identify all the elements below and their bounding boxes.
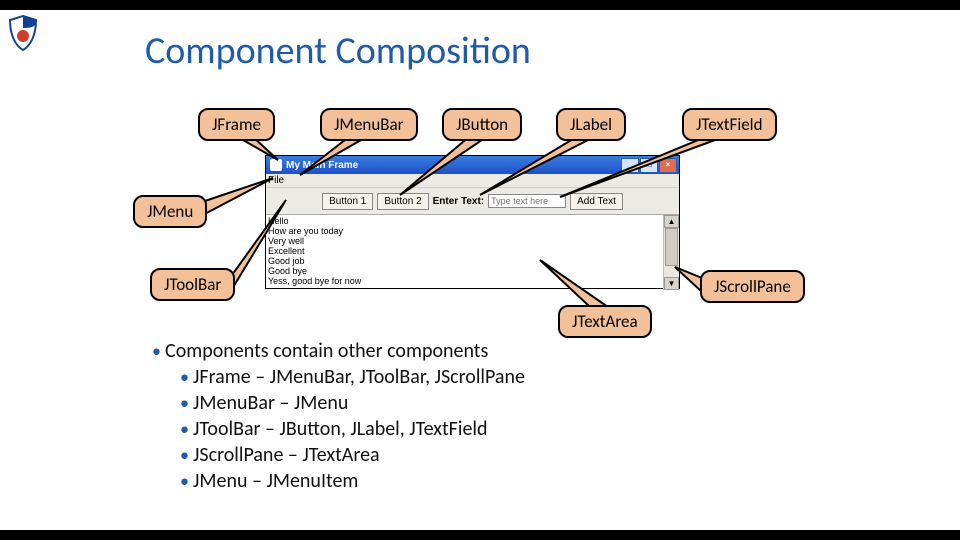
callout-jtoolbar: JToolBar: [150, 268, 235, 301]
window-titlebar: My Main Frame _ □ ×: [266, 156, 679, 174]
bottom-black-bar: [0, 530, 960, 540]
callout-jlabel: JLabel: [556, 108, 626, 141]
page-title: Component Composition: [145, 28, 531, 74]
scroll-thumb[interactable]: [665, 228, 678, 266]
bullet-item: JToolBar – JButton, JLabel, JTextField: [180, 416, 525, 442]
button-1[interactable]: Button 1: [322, 193, 373, 210]
toolbar: Button 1 Button 2 Enter Text: Add Text: [266, 188, 679, 215]
callout-jscrollpane: JScrollPane: [700, 270, 805, 303]
scrollpane: Hello How are you today Very well Excell…: [266, 215, 679, 290]
shield-logo-icon: [6, 14, 40, 52]
window-title-text: My Main Frame: [286, 160, 358, 171]
window-controls: _ □ ×: [621, 158, 677, 173]
top-black-bar: [0, 0, 960, 10]
bullet-list: Components contain other components JFra…: [152, 338, 525, 494]
callout-jbutton: JButton: [442, 108, 522, 141]
textarea[interactable]: Hello How are you today Very well Excell…: [266, 215, 663, 290]
callout-jmenubar: JMenuBar: [320, 108, 418, 141]
scroll-up-icon[interactable]: ▲: [664, 215, 679, 228]
scroll-down-icon[interactable]: ▼: [664, 277, 679, 290]
callout-jmenu: JMenu: [133, 195, 207, 228]
callout-jtextarea: JTextArea: [558, 305, 652, 338]
bullet-item: JMenuBar – JMenu: [180, 390, 525, 416]
vertical-scrollbar[interactable]: ▲ ▼: [663, 215, 679, 290]
file-menu[interactable]: File: [268, 175, 284, 186]
bullet-item: JMenu – JMenuItem: [180, 468, 525, 494]
close-button[interactable]: ×: [659, 158, 677, 173]
bullet-item: JScrollPane – JTextArea: [180, 442, 525, 468]
button-2[interactable]: Button 2: [377, 193, 428, 210]
menubar: File: [266, 174, 679, 188]
bullet-item: JFrame – JMenuBar, JToolBar, JScrollPane: [180, 364, 525, 390]
minimize-button[interactable]: _: [621, 158, 639, 173]
maximize-button[interactable]: □: [640, 158, 658, 173]
enter-text-label: Enter Text:: [433, 196, 485, 207]
jframe-window: My Main Frame _ □ × File Button 1 Button…: [265, 155, 680, 289]
add-text-button[interactable]: Add Text: [570, 193, 623, 210]
callout-jtextfield: JTextField: [682, 108, 777, 141]
bullet-main: Components contain other components: [152, 338, 525, 364]
java-icon: [270, 159, 282, 171]
text-input[interactable]: [488, 194, 566, 208]
callout-jframe: JFrame: [198, 108, 275, 141]
